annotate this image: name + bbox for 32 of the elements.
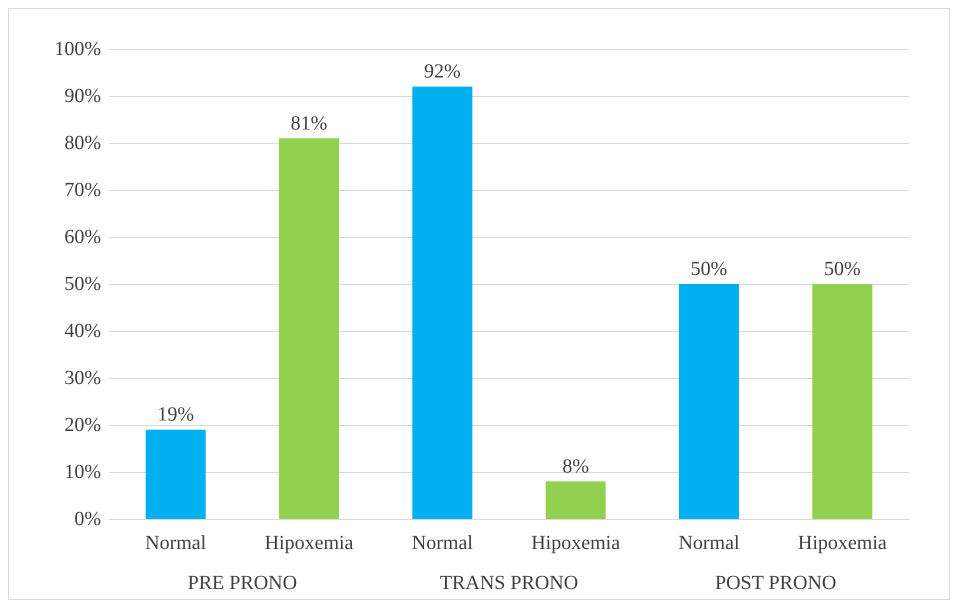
text: Hipoxemia <box>798 532 887 554</box>
x-tick-label: PRE PRONO <box>188 572 298 594</box>
y-tick-label: 20% <box>64 414 101 436</box>
y-tick-label: 60% <box>64 226 101 248</box>
y-tick-label: 30% <box>64 367 101 389</box>
data-label: 19% <box>157 404 194 426</box>
bar <box>679 284 739 519</box>
y-tick-label: 100% <box>54 38 101 60</box>
bar <box>279 138 339 519</box>
y-tick-label: 90% <box>64 85 101 107</box>
y-tick-label: 70% <box>64 179 101 201</box>
y-tick-label: 80% <box>64 132 101 154</box>
x-tick-label: TRANS PRONO <box>440 572 578 594</box>
series-label: Hipoxemia <box>531 532 620 554</box>
data-label: 92% <box>424 60 461 83</box>
y-tick-label: 50% <box>64 273 101 295</box>
data-label: 50% <box>690 258 728 280</box>
data-label: 50% <box>824 258 861 280</box>
text: Hipoxemia <box>264 532 354 554</box>
y-tick-label: 40% <box>64 320 101 342</box>
bar <box>412 86 472 519</box>
y-tick-label: 10% <box>64 461 101 483</box>
text: Normal <box>412 532 473 554</box>
bar <box>812 284 872 519</box>
x-tick-label: POST PRONO <box>714 572 836 594</box>
bar <box>146 430 206 519</box>
y-tick-label: 0% <box>74 508 101 530</box>
data-label: 8% <box>562 455 590 478</box>
bar <box>546 481 606 519</box>
series-label: Normal <box>678 532 740 554</box>
data-label: 81% <box>290 112 328 134</box>
text: Normal <box>145 532 206 554</box>
